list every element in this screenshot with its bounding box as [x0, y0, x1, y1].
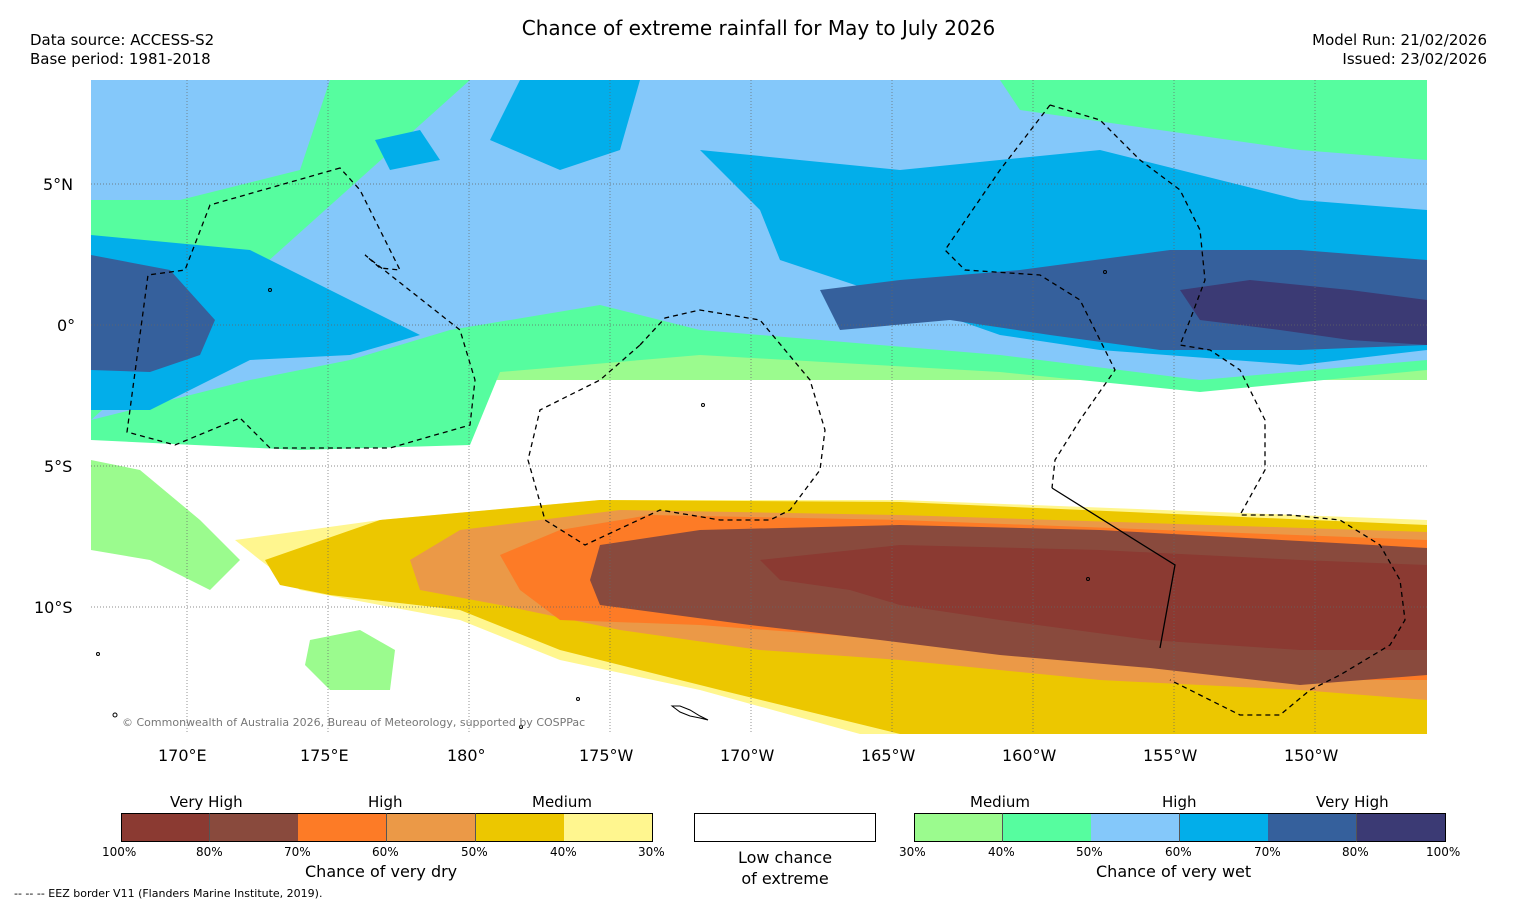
islands	[96, 270, 1107, 729]
wet-color-swatch	[1179, 813, 1269, 842]
lon-label: 175°W	[579, 746, 634, 765]
dry-tick: 80%	[196, 845, 223, 859]
wet-tick: 50%	[1076, 845, 1103, 859]
dry-band-80	[760, 545, 1427, 650]
dry-legend-title: Chance of very dry	[305, 862, 458, 881]
dry-color-swatch	[121, 813, 210, 842]
lat-label: 5°S	[44, 457, 73, 476]
dry-color-swatch	[298, 813, 388, 842]
wet-color-swatch	[914, 813, 1003, 842]
low-chance-swatch	[694, 813, 876, 842]
wet-color-swatch	[1268, 813, 1357, 842]
lon-label: 165°W	[861, 746, 916, 765]
wet-color-swatch	[1356, 813, 1446, 842]
map-field	[91, 80, 1427, 734]
dry-tick: 40%	[550, 845, 577, 859]
wet-category-label: Medium	[970, 793, 1030, 811]
dry-category-label: Medium	[532, 793, 592, 811]
wet-tick: 70%	[1254, 845, 1281, 859]
eez-footnote: -- -- -- EEZ border V11 (Flanders Marine…	[14, 887, 323, 900]
wet-category-label: Very High	[1316, 793, 1389, 811]
dry-color-swatch	[209, 813, 299, 842]
lon-label: 170°E	[158, 746, 207, 765]
wet-patch-south	[91, 460, 395, 690]
dry-color-swatch	[475, 813, 565, 842]
graticule	[91, 80, 1427, 734]
wet-color-swatch	[1091, 813, 1180, 842]
lon-label: 170°W	[720, 746, 775, 765]
dry-category-label: High	[368, 793, 403, 811]
lon-label: 180°	[447, 746, 486, 765]
wet-band-80	[1180, 280, 1427, 345]
dry-color-swatch	[387, 813, 476, 842]
dry-tick: 70%	[284, 845, 311, 859]
eez-borders	[126, 104, 1406, 716]
chart-title: Chance of extreme rainfall for May to Ju…	[521, 16, 996, 40]
lon-label: 160°W	[1002, 746, 1057, 765]
lat-label: 10°S	[34, 598, 73, 617]
copyright-notice: © Commonwealth of Australia 2026, Bureau…	[122, 716, 586, 729]
lon-label: 175°E	[300, 746, 349, 765]
eez-solid-border	[1051, 487, 1176, 649]
lon-label: 155°W	[1143, 746, 1198, 765]
wet-legend-title: Chance of very wet	[1096, 862, 1252, 881]
dry-color-swatch	[564, 813, 654, 842]
low-chance-caption-1: Low chance	[737, 848, 833, 867]
wet-tick: 60%	[1165, 845, 1192, 859]
issued-label: Issued: 23/02/2026	[1342, 50, 1487, 68]
wet-tick: 80%	[1342, 845, 1369, 859]
dry-tick: 50%	[461, 845, 488, 859]
dry-tick: 100%	[102, 845, 137, 859]
dry-category-label: Very High	[170, 793, 243, 811]
low-chance-caption-2: of extreme	[741, 869, 829, 888]
wet-tick: 30%	[899, 845, 926, 859]
wet-tick: 100%	[1426, 845, 1461, 859]
base-period-label: Base period: 1981-2018	[30, 50, 211, 68]
data-source-label: Data source: ACCESS-S2	[30, 31, 215, 49]
dry-tick: 60%	[372, 845, 399, 859]
wet-category-label: High	[1162, 793, 1197, 811]
wet-tick: 40%	[988, 845, 1015, 859]
wet-color-swatch	[1002, 813, 1092, 842]
model-run-label: Model Run: 21/02/2026	[1312, 31, 1487, 49]
dry-tick: 30%	[638, 845, 665, 859]
lat-label: 0°	[57, 316, 76, 335]
lon-label: 150°W	[1284, 746, 1339, 765]
wet-band-70	[91, 250, 1427, 372]
lat-label: 5°N	[43, 175, 74, 194]
